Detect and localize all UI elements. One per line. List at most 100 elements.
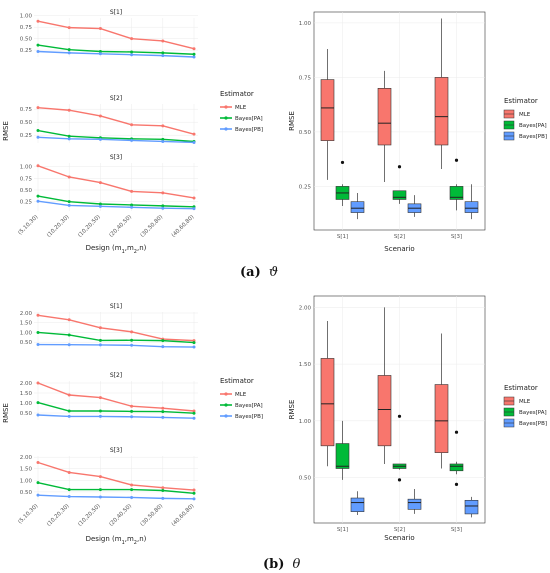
data-point: [130, 50, 134, 54]
legend-key-point: [224, 105, 228, 109]
data-point: [67, 200, 71, 204]
data-point: [67, 48, 71, 52]
y-tick-label: 0.25: [20, 133, 33, 139]
box-iqr: [320, 358, 335, 447]
y-tick-label: 0.50: [299, 476, 312, 482]
x-tick-label: (40,60,80): [171, 503, 196, 528]
data-point: [67, 409, 71, 413]
x-axis-label-part: Design (m: [86, 244, 122, 252]
data-point: [98, 204, 102, 208]
data-point: [130, 415, 134, 419]
data-point: [130, 330, 134, 334]
data-point: [98, 114, 102, 118]
box-iqr: [464, 499, 479, 515]
data-point: [192, 207, 196, 211]
box-iqr: [434, 384, 449, 453]
series-line-Bayes[PB]: [37, 136, 195, 144]
data-point: [98, 475, 102, 479]
data-point: [192, 416, 196, 420]
series-line-Bayes[PB]: [37, 414, 195, 419]
data-point: [36, 481, 40, 485]
facet-S[3]: S[3] 0.25 0.50 0.75 1.00: [20, 154, 198, 211]
data-point: [130, 203, 134, 207]
box-MLE-S[2]: [377, 70, 392, 183]
x-tick-label: (5,10,30): [17, 214, 39, 236]
y-tick-label: 1.00: [20, 330, 33, 336]
x-tick-label: (10,20,50): [77, 503, 102, 528]
y-tick-label: 0.50: [20, 188, 33, 194]
box-Bayes[PB]-S[2]: [407, 195, 422, 217]
facet-strip-label: S[2]: [110, 372, 122, 379]
data-point: [36, 330, 40, 334]
data-point: [98, 27, 102, 31]
box-MLE-S[2]: [377, 307, 392, 464]
y-tick-label: 0.25: [299, 184, 312, 190]
y-tick-label: 0.50: [20, 340, 33, 346]
legend-label: Bayes[PB]: [235, 414, 263, 420]
box-iqr: [449, 463, 464, 472]
data-point: [161, 137, 165, 141]
data-point: [192, 411, 196, 415]
legend-key-point: [224, 127, 228, 131]
box-iqr: [449, 186, 464, 200]
y-tick-label: 2.00: [20, 381, 33, 387]
x-axis-label-sub: 1: [122, 540, 125, 546]
x-axis-label-part: ,m: [125, 535, 134, 543]
series-line-MLE: [37, 165, 195, 199]
data-point: [98, 49, 102, 53]
facet-strip-label: S[1]: [110, 9, 122, 16]
data-point: [161, 415, 165, 419]
data-point: [161, 139, 165, 143]
box-iqr: [350, 201, 365, 213]
x-tick-label: S[1]: [337, 234, 348, 240]
box-Bayes[PB]-S[3]: [464, 184, 479, 220]
box-MLE-S[1]: [320, 49, 335, 180]
series-line-MLE: [37, 106, 195, 135]
legend-title: Estimator: [220, 377, 254, 385]
y-tick-label: 1.50: [299, 362, 312, 368]
y-tick-label: 0.50: [20, 120, 33, 126]
box-iqr: [320, 79, 335, 141]
y-tick-label: 0.50: [299, 130, 312, 136]
data-point: [98, 488, 102, 492]
outlier-point: [454, 430, 459, 434]
y-tick-label: 0.75: [20, 25, 33, 31]
box-iqr: [377, 375, 392, 447]
box-Bayes[PA]-S[1]: [335, 160, 350, 207]
box-Bayes[PB]-S[2]: [407, 488, 422, 514]
data-point: [98, 495, 102, 499]
data-point: [161, 345, 165, 349]
legend-key-point: [224, 403, 228, 407]
data-point: [192, 196, 196, 200]
line-chart-b-left: S[1] 0.50 1.00 1.50 2.00 S[2] 0.50 1.00 1.50 2.00…: [2, 303, 198, 546]
facet-strip-label: S[2]: [110, 95, 122, 102]
box-iqr: [464, 201, 479, 213]
series-line-Bayes[PA]: [37, 129, 195, 143]
data-point: [161, 339, 165, 343]
facet-S[2]: S[2] 0.25 0.50 0.75: [20, 95, 198, 144]
data-point: [67, 393, 71, 397]
data-point: [36, 106, 40, 110]
data-point: [192, 55, 196, 59]
x-tick-label: (30,50,80): [140, 214, 165, 239]
data-point: [36, 43, 40, 47]
x-tick-label: (30,50,80): [140, 503, 165, 528]
data-point: [161, 486, 165, 490]
caption-a: (a) ϑ: [240, 265, 278, 280]
series-line-Bayes[PA]: [37, 481, 195, 494]
x-axis-label-sub: 1: [122, 249, 125, 255]
data-point: [192, 491, 196, 495]
data-point: [130, 123, 134, 127]
y-tick-label: 1.00: [299, 21, 312, 27]
series-line-Bayes[PB]: [37, 494, 195, 500]
series-line-Bayes[PB]: [37, 343, 195, 348]
legend-a-right: Estimator MLE Bayes[PA] Bayes[PB]: [503, 97, 547, 141]
caption-b-letter: (b): [263, 557, 284, 572]
data-point: [130, 404, 134, 408]
data-point: [192, 345, 196, 349]
x-axis-label: Scenario: [384, 534, 414, 542]
data-point: [161, 406, 165, 410]
data-point: [67, 343, 71, 347]
x-axis-label: Design (m1,m2,n): [86, 244, 147, 255]
